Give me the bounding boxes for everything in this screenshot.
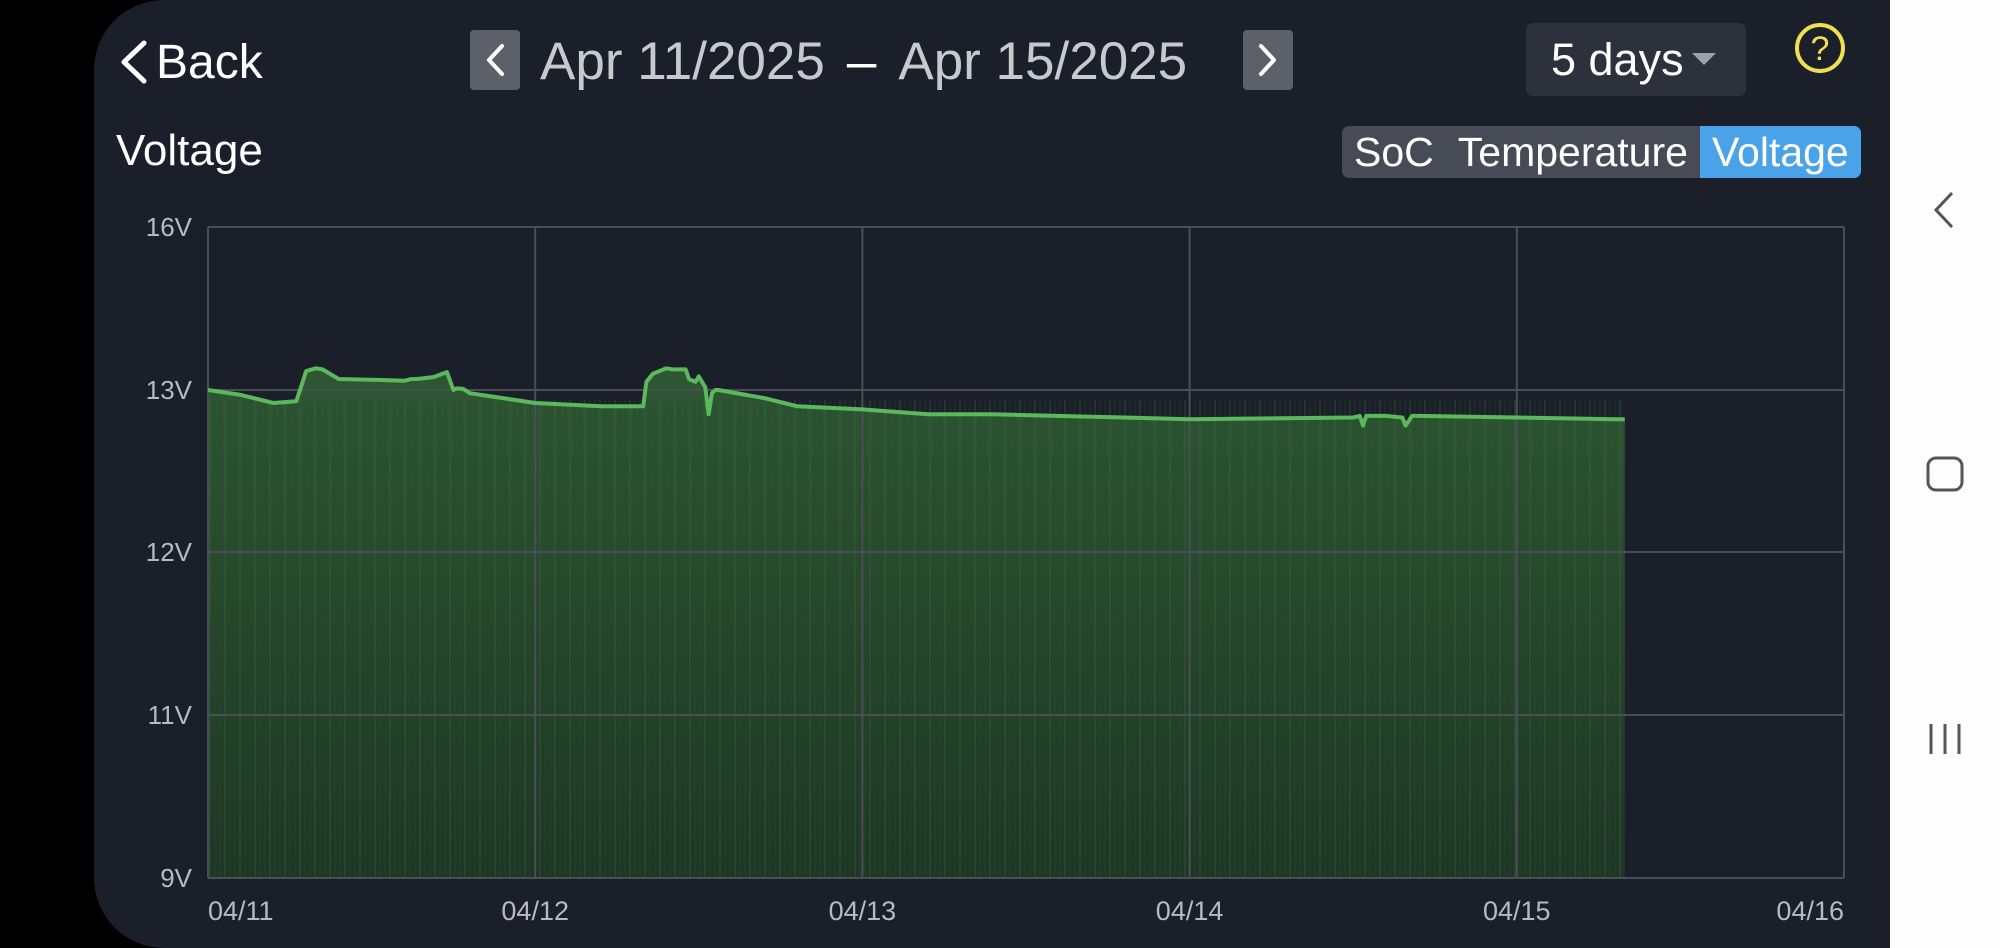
caret-down-icon xyxy=(1692,53,1716,65)
date-separator: – xyxy=(846,31,877,91)
tab-soc[interactable]: SoC xyxy=(1342,126,1446,178)
question-circle-icon: ? xyxy=(1795,23,1845,73)
chevron-right-icon xyxy=(1259,44,1276,76)
svg-text:?: ? xyxy=(1811,30,1830,68)
date-range: Apr 11/2025 – Apr 15/2025 xyxy=(540,28,1187,94)
tab-voltage[interactable]: Voltage xyxy=(1699,126,1861,178)
chevron-left-icon xyxy=(487,44,504,76)
next-range-button[interactable] xyxy=(1243,30,1293,90)
system-nav-bar xyxy=(1890,0,2000,948)
date-end: Apr 15/2025 xyxy=(898,31,1188,91)
range-dropdown[interactable]: 5 days xyxy=(1526,23,1746,96)
home-icon[interactable] xyxy=(1926,456,1964,492)
recents-icon[interactable] xyxy=(1926,722,1964,756)
back-icon[interactable] xyxy=(1932,190,1956,230)
previous-range-button[interactable] xyxy=(470,30,520,90)
back-label: Back xyxy=(156,35,263,89)
back-button[interactable]: Back xyxy=(118,30,263,94)
date-start: Apr 11/2025 xyxy=(540,31,825,91)
metric-tabs: SoC Temperature Voltage xyxy=(1342,126,1861,178)
help-button[interactable]: ? xyxy=(1794,22,1846,74)
chevron-left-icon xyxy=(121,40,147,84)
tab-temperature[interactable]: Temperature xyxy=(1445,126,1700,178)
page-title: Voltage xyxy=(116,126,263,175)
range-dropdown-value: 5 days xyxy=(1551,33,1684,85)
